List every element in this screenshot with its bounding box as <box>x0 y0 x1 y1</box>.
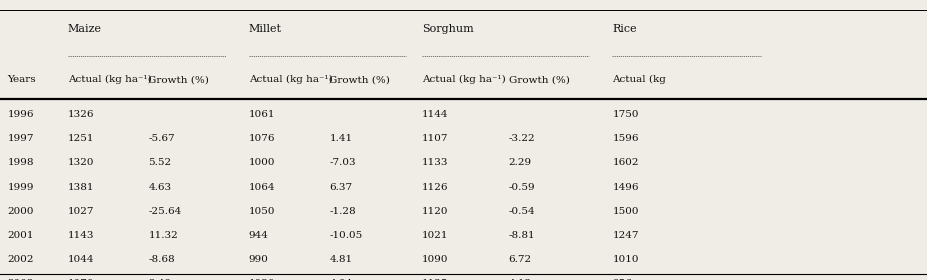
Text: -0.54: -0.54 <box>508 207 535 216</box>
Text: -8.68: -8.68 <box>148 255 175 264</box>
Text: Growth (%): Growth (%) <box>148 75 210 84</box>
Text: 1144: 1144 <box>422 110 449 119</box>
Text: 1126: 1126 <box>422 183 449 192</box>
Text: 1120: 1120 <box>422 207 449 216</box>
Text: 1996: 1996 <box>7 110 34 119</box>
Text: 1135: 1135 <box>422 279 449 280</box>
Text: -8.81: -8.81 <box>508 231 535 240</box>
Text: 11.32: 11.32 <box>148 231 178 240</box>
Text: 1326: 1326 <box>68 110 95 119</box>
Text: 5.52: 5.52 <box>148 158 171 167</box>
Text: 1999: 1999 <box>7 183 34 192</box>
Text: 2003: 2003 <box>7 279 34 280</box>
Text: 1750: 1750 <box>612 110 639 119</box>
Text: Rice: Rice <box>612 24 637 34</box>
Text: 4.13: 4.13 <box>508 279 531 280</box>
Text: Maize: Maize <box>68 24 102 34</box>
Text: 2.49: 2.49 <box>148 279 171 280</box>
Text: -7.03: -7.03 <box>329 158 356 167</box>
Text: Growth (%): Growth (%) <box>329 75 390 84</box>
Text: 2.29: 2.29 <box>508 158 531 167</box>
Text: Millet: Millet <box>248 24 282 34</box>
Text: 6.72: 6.72 <box>508 255 531 264</box>
Text: -5.67: -5.67 <box>148 134 175 143</box>
Text: 990: 990 <box>248 255 268 264</box>
Text: 4.04: 4.04 <box>329 279 352 280</box>
Text: 2002: 2002 <box>7 255 34 264</box>
Text: -1.28: -1.28 <box>329 207 356 216</box>
Text: -3.22: -3.22 <box>508 134 535 143</box>
Text: 1030: 1030 <box>248 279 275 280</box>
Text: 1602: 1602 <box>612 158 639 167</box>
Text: Actual (kg ha⁻¹): Actual (kg ha⁻¹) <box>68 75 151 84</box>
Text: 2000: 2000 <box>7 207 34 216</box>
Text: 1998: 1998 <box>7 158 34 167</box>
Text: 1133: 1133 <box>422 158 449 167</box>
Text: 1010: 1010 <box>612 255 639 264</box>
Text: 1027: 1027 <box>68 207 95 216</box>
Text: -25.64: -25.64 <box>148 207 182 216</box>
Text: 1247: 1247 <box>612 231 639 240</box>
Text: 1061: 1061 <box>248 110 275 119</box>
Text: -0.59: -0.59 <box>508 183 535 192</box>
Text: Actual (kg ha⁻¹): Actual (kg ha⁻¹) <box>248 75 332 84</box>
Text: 1320: 1320 <box>68 158 95 167</box>
Text: 1064: 1064 <box>248 183 275 192</box>
Text: 1997: 1997 <box>7 134 34 143</box>
Text: 1044: 1044 <box>68 255 95 264</box>
Text: 1500: 1500 <box>612 207 639 216</box>
Text: 1143: 1143 <box>68 231 95 240</box>
Text: 944: 944 <box>248 231 268 240</box>
Text: Years: Years <box>7 75 36 84</box>
Text: 2001: 2001 <box>7 231 34 240</box>
Text: -10.05: -10.05 <box>329 231 362 240</box>
Text: 1000: 1000 <box>248 158 275 167</box>
Text: 1.41: 1.41 <box>329 134 352 143</box>
Text: 1596: 1596 <box>612 134 639 143</box>
Text: Sorghum: Sorghum <box>422 24 474 34</box>
Text: 1070: 1070 <box>68 279 95 280</box>
Text: Actual (kg: Actual (kg <box>612 75 666 84</box>
Text: Growth (%): Growth (%) <box>508 75 569 84</box>
Text: 1251: 1251 <box>68 134 95 143</box>
Text: 1381: 1381 <box>68 183 95 192</box>
Text: 956: 956 <box>612 279 631 280</box>
Text: 1050: 1050 <box>248 207 275 216</box>
Text: 1076: 1076 <box>248 134 275 143</box>
Text: 4.63: 4.63 <box>148 183 171 192</box>
Text: 1496: 1496 <box>612 183 639 192</box>
Text: 4.81: 4.81 <box>329 255 352 264</box>
Text: 1090: 1090 <box>422 255 449 264</box>
Text: 6.37: 6.37 <box>329 183 352 192</box>
Text: 1107: 1107 <box>422 134 449 143</box>
Text: Actual (kg ha⁻¹): Actual (kg ha⁻¹) <box>422 75 505 84</box>
Text: 1021: 1021 <box>422 231 449 240</box>
